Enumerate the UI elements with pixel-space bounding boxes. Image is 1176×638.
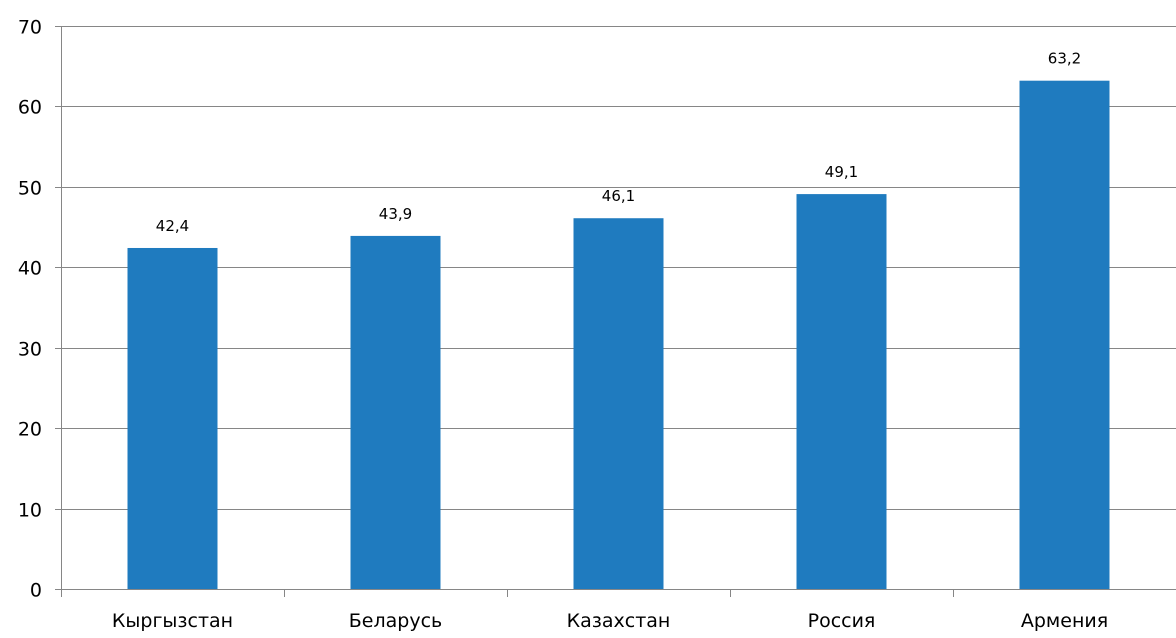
y-tick-label: 50 xyxy=(18,178,42,200)
bar-2 xyxy=(350,235,441,589)
y-tick-label: 20 xyxy=(18,419,42,441)
bars xyxy=(127,80,1110,590)
labels: 0 10 20 30 40 50 60 70 42,4 Кыргызстан 43,9 Беларус… xyxy=(18,17,1108,633)
x-tick-label: Кыргызстан xyxy=(112,610,233,632)
y-tick-label: 0 xyxy=(30,580,42,602)
data-label: 46,1 xyxy=(602,187,635,205)
data-label: 43,9 xyxy=(379,205,412,223)
data-label: 42,4 xyxy=(156,217,189,235)
bar-3 xyxy=(573,218,664,589)
x-tick-label: Россия xyxy=(808,610,876,632)
bar-5 xyxy=(1019,80,1110,589)
y-tick-label: 70 xyxy=(18,17,42,39)
bar-4 xyxy=(796,194,887,590)
y-tick-label: 40 xyxy=(18,258,42,280)
data-label: 49,1 xyxy=(825,163,858,181)
x-tick-label: Армения xyxy=(1021,610,1108,632)
y-tick-label: 30 xyxy=(18,339,42,361)
y-tick-label: 60 xyxy=(18,97,42,119)
data-label: 63,2 xyxy=(1048,50,1081,68)
x-tick-label: Беларусь xyxy=(349,610,442,632)
x-tick-label: Казахстан xyxy=(567,610,671,632)
y-tick-label: 10 xyxy=(18,500,42,522)
bar-1 xyxy=(127,247,218,590)
axes xyxy=(55,26,1176,597)
